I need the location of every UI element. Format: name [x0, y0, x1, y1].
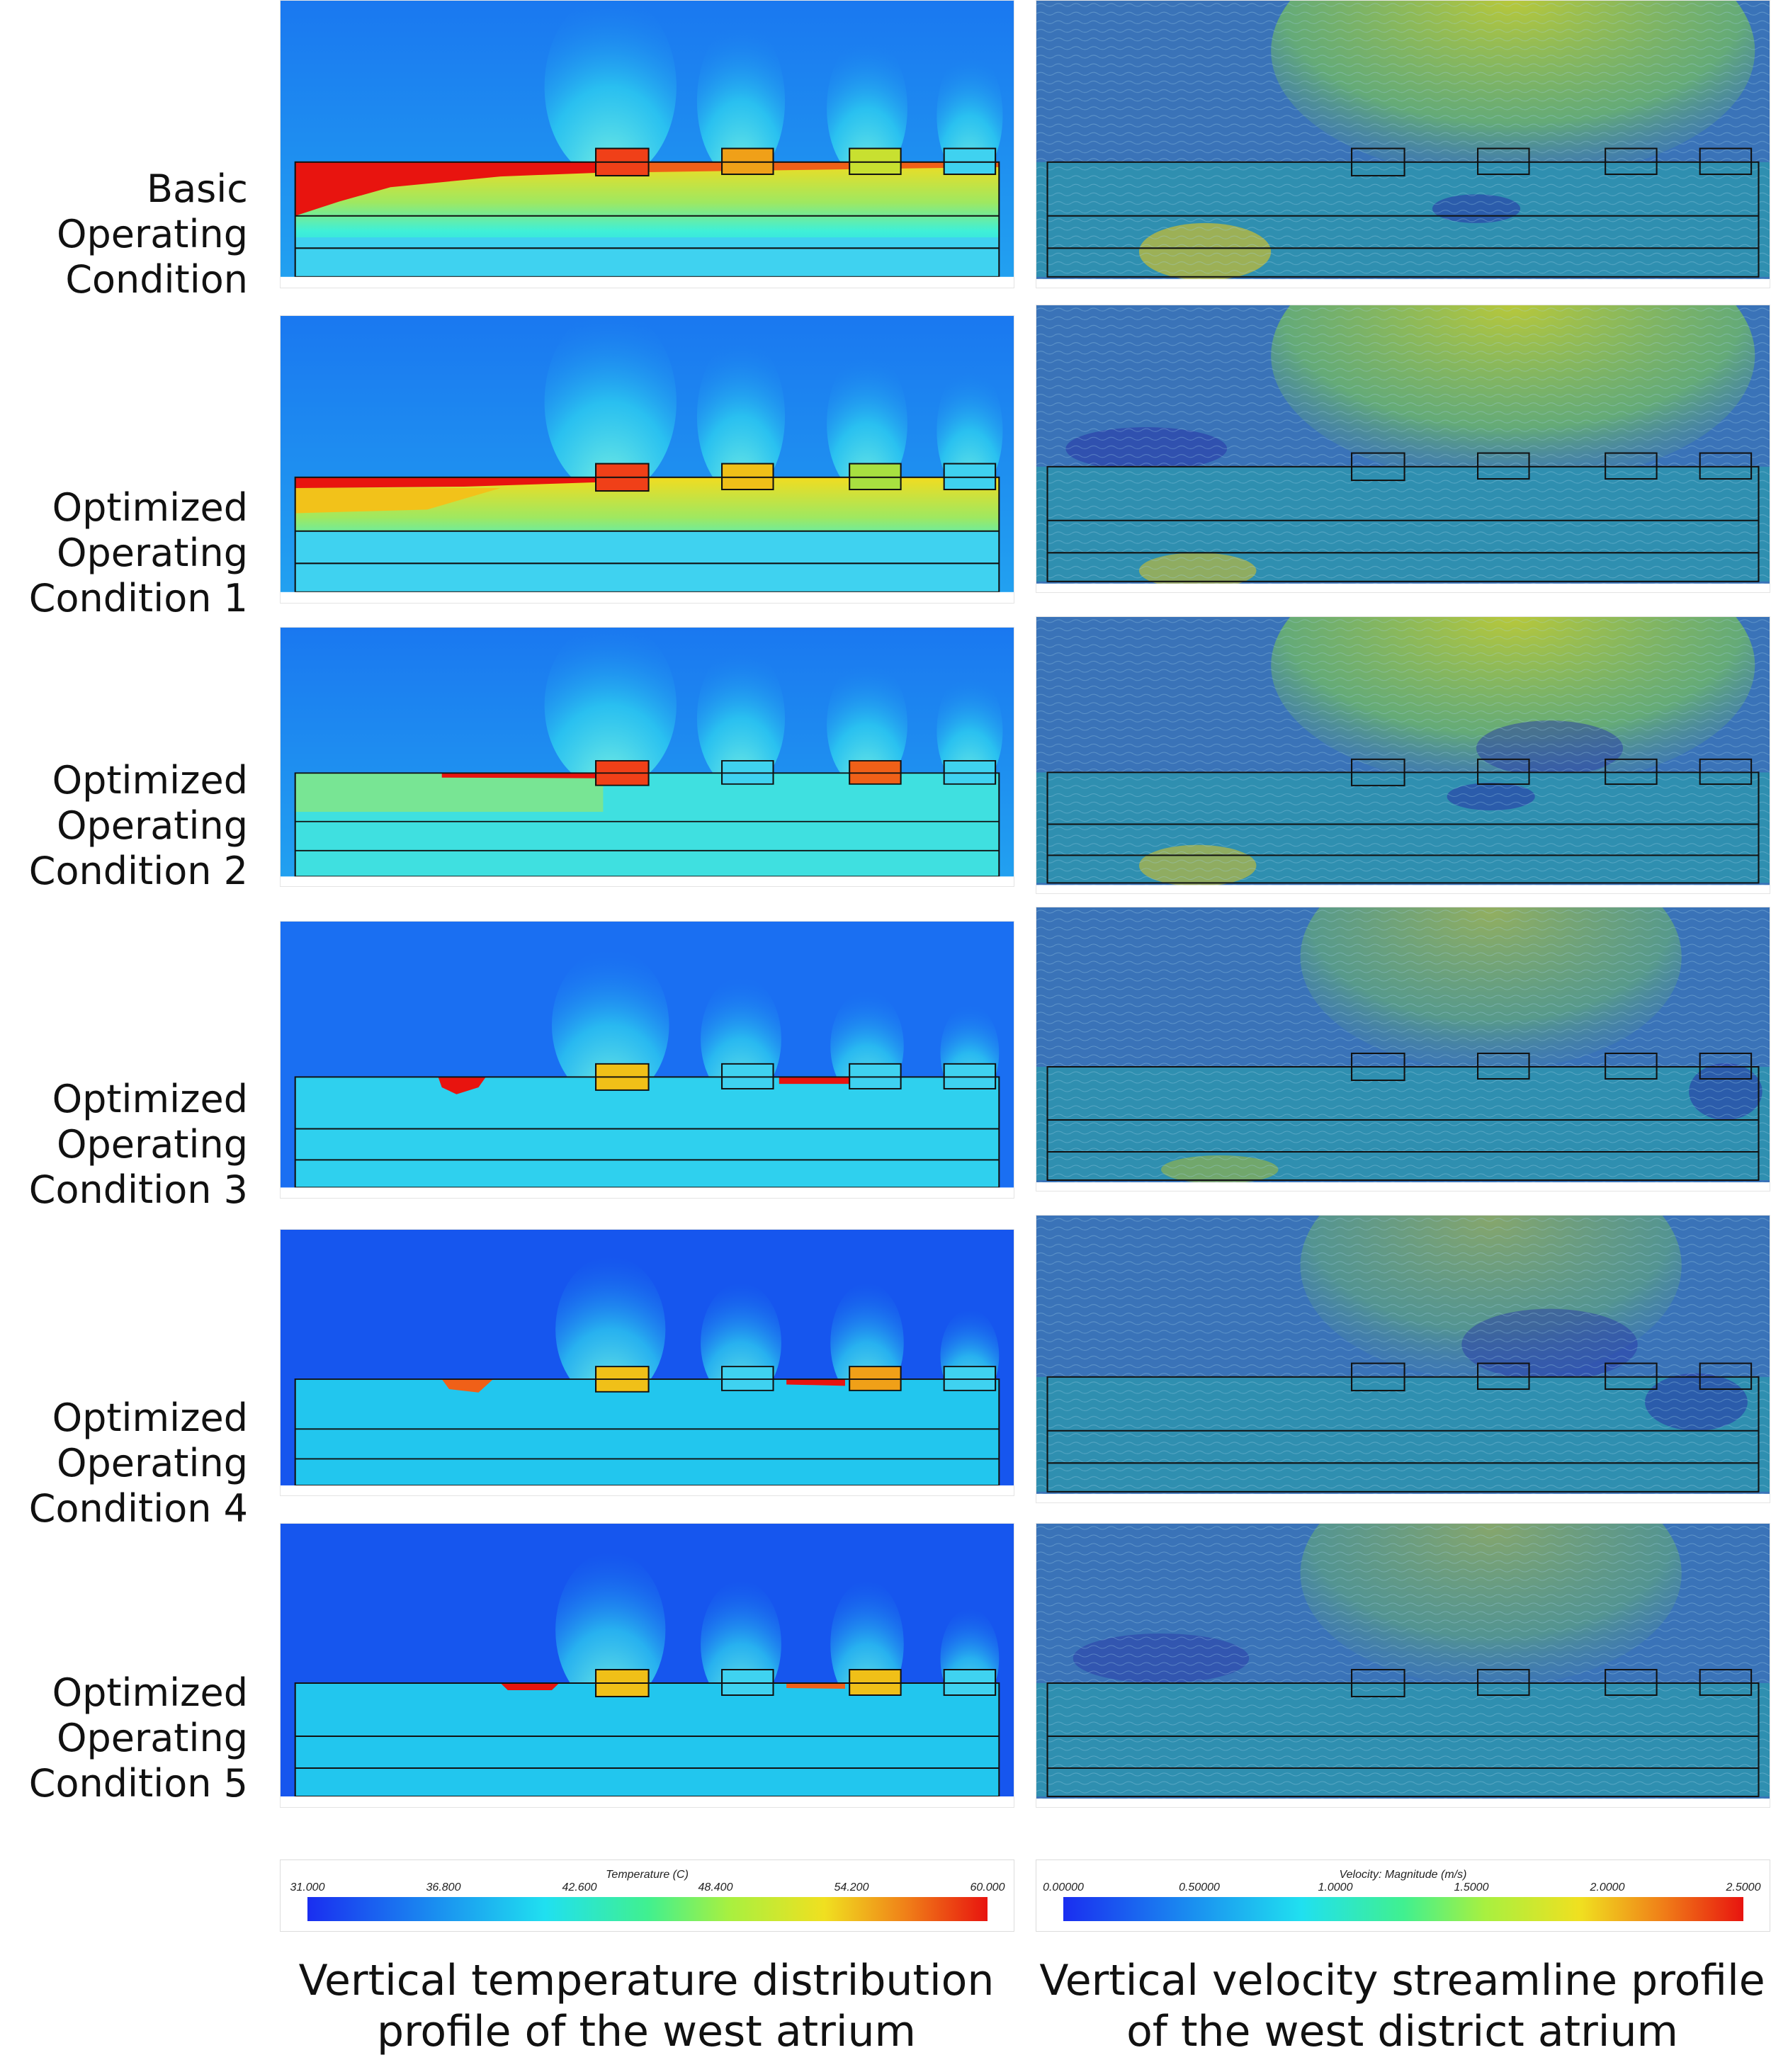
velocity-panel-3	[1036, 907, 1770, 1191]
row-label-0-line-1: Basic	[147, 166, 248, 211]
temperature-caption-line-2: profile of the west atrium	[377, 2007, 916, 2056]
temperature-panel-5	[280, 1523, 1014, 1808]
row-label-2-line-1: Optimized	[52, 758, 248, 803]
row-label-4-line-3: Condition 4	[28, 1486, 248, 1531]
temperature-panel-4	[280, 1229, 1014, 1496]
row-label-0: Basic Operating Condition	[14, 166, 248, 302]
velocity-tick: 0.50000	[1179, 1881, 1220, 1893]
temperature-panel-2	[280, 627, 1014, 887]
velocity-panel-4	[1036, 1215, 1770, 1503]
row-label-1: Optimized Operating Condition 1	[14, 485, 248, 621]
temperature-panel-1	[280, 315, 1014, 604]
velocity-tick: 1.5000	[1454, 1881, 1489, 1893]
temperature-tick: 54.200	[834, 1881, 869, 1893]
row-label-4-line-2: Operating	[57, 1441, 248, 1485]
velocity-tick: 2.5000	[1726, 1881, 1761, 1893]
row-label-2-line-3: Condition 2	[28, 849, 248, 893]
velocity-colorbar-gradient	[1063, 1897, 1743, 1921]
temperature-colorbar: Temperature (C) 31.000 36.800 42.600 48.…	[280, 1859, 1014, 1932]
temperature-tick: 48.400	[698, 1881, 733, 1893]
velocity-caption-line-2: of the west district atrium	[1126, 2007, 1678, 2056]
velocity-panel-5	[1036, 1523, 1770, 1808]
row-label-0-line-2: Operating	[57, 212, 248, 256]
velocity-panel-2	[1036, 616, 1770, 894]
temperature-panel-3	[280, 921, 1014, 1199]
row-label-2: Optimized Operating Condition 2	[14, 758, 248, 894]
temperature-caption-line-1: Vertical temperature distribution	[298, 1956, 995, 2005]
row-label-1-line-3: Condition 1	[28, 576, 248, 621]
row-label-3-line-2: Operating	[57, 1122, 248, 1167]
temperature-caption: Vertical temperature distribution profil…	[280, 1955, 1013, 2057]
row-label-3-line-3: Condition 3	[28, 1167, 248, 1212]
row-label-1-line-2: Operating	[57, 531, 248, 575]
temperature-colorbar-gradient	[307, 1897, 988, 1921]
temperature-colorbar-title: Temperature (C)	[606, 1869, 689, 1881]
temperature-tick: 42.600	[562, 1881, 597, 1893]
row-label-1-line-1: Optimized	[52, 485, 248, 530]
row-label-3-line-1: Optimized	[52, 1077, 248, 1121]
velocity-panel-0	[1036, 0, 1770, 288]
velocity-caption: Vertical velocity streamline profile of …	[1036, 1955, 1769, 2057]
row-label-5-line-1: Optimized	[52, 1670, 248, 1715]
velocity-colorbar-title: Velocity: Magnitude (m/s)	[1339, 1869, 1467, 1881]
velocity-colorbar: Velocity: Magnitude (m/s) 0.00000 0.5000…	[1036, 1859, 1770, 1932]
row-label-4: Optimized Operating Condition 4	[14, 1396, 248, 1532]
row-label-3: Optimized Operating Condition 3	[14, 1077, 248, 1213]
velocity-panel-1	[1036, 305, 1770, 593]
temperature-tick: 31.000	[290, 1881, 325, 1893]
row-label-5-line-3: Condition 5	[28, 1761, 248, 1806]
velocity-tick: 1.0000	[1318, 1881, 1353, 1893]
row-label-5-line-2: Operating	[57, 1716, 248, 1760]
row-label-0-line-3: Condition	[65, 257, 248, 302]
row-label-5: Optimized Operating Condition 5	[14, 1670, 248, 1806]
temperature-tick: 36.800	[426, 1881, 461, 1893]
row-label-4-line-1: Optimized	[52, 1396, 248, 1440]
temperature-panel-0	[280, 0, 1014, 288]
row-label-2-line-2: Operating	[57, 803, 248, 848]
velocity-caption-line-1: Vertical velocity streamline profile	[1039, 1956, 1765, 2005]
temperature-tick: 60.000	[970, 1881, 1005, 1893]
velocity-tick: 2.0000	[1590, 1881, 1625, 1893]
velocity-tick: 0.00000	[1043, 1881, 1084, 1893]
